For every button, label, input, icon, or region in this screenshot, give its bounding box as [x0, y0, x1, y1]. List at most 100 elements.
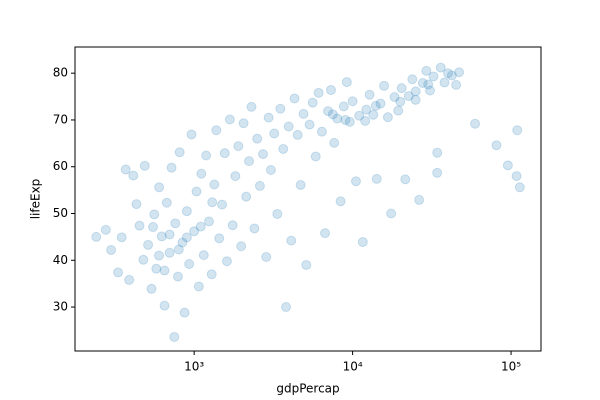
point	[219, 148, 230, 159]
y-tick-label: 50	[53, 206, 68, 220]
point	[159, 265, 170, 276]
point	[164, 247, 175, 258]
point	[275, 103, 286, 114]
point	[338, 101, 349, 112]
point	[195, 221, 206, 232]
point	[423, 79, 434, 90]
point	[181, 206, 192, 217]
point	[407, 74, 418, 85]
point	[249, 223, 260, 234]
point	[502, 160, 513, 171]
point	[198, 250, 209, 261]
point	[283, 121, 294, 132]
point	[375, 98, 386, 109]
point	[238, 118, 249, 129]
point	[364, 89, 375, 100]
point	[360, 115, 371, 126]
y-tick-label: 30	[53, 300, 68, 314]
point	[512, 125, 523, 136]
point	[148, 222, 159, 233]
point	[128, 170, 139, 181]
point	[254, 180, 265, 191]
point	[395, 96, 406, 107]
point	[389, 92, 400, 103]
point	[403, 91, 414, 102]
point	[179, 307, 190, 318]
point	[357, 237, 368, 248]
point	[286, 235, 297, 246]
point	[386, 208, 397, 219]
point	[172, 271, 183, 282]
point	[289, 93, 300, 104]
point	[329, 137, 340, 148]
point	[263, 112, 274, 123]
point	[91, 231, 102, 242]
point	[246, 101, 257, 112]
point	[169, 331, 180, 342]
point	[227, 220, 238, 231]
point	[252, 133, 263, 144]
point	[233, 141, 244, 152]
plot-frame	[74, 46, 542, 352]
point	[143, 239, 154, 250]
point	[320, 228, 331, 239]
point	[425, 85, 436, 96]
point	[491, 140, 502, 151]
point	[156, 231, 167, 242]
point	[350, 176, 361, 187]
point	[295, 179, 306, 190]
point	[230, 171, 241, 182]
point	[421, 65, 432, 76]
point	[154, 250, 165, 261]
point	[214, 233, 225, 244]
point	[443, 68, 454, 79]
point	[138, 254, 149, 265]
point	[207, 197, 218, 208]
point	[191, 186, 202, 197]
point	[134, 220, 145, 231]
point	[166, 162, 177, 173]
y-tick-label: 70	[53, 112, 68, 126]
point	[341, 77, 352, 88]
point	[396, 83, 407, 94]
point	[177, 237, 188, 248]
point	[196, 168, 207, 179]
point	[173, 244, 184, 255]
point	[432, 167, 443, 178]
point	[164, 229, 175, 240]
point	[470, 118, 481, 129]
point	[201, 150, 212, 161]
point	[265, 165, 276, 176]
point	[417, 78, 428, 89]
point	[347, 96, 358, 107]
point	[186, 129, 197, 140]
point	[304, 119, 315, 130]
point	[209, 179, 220, 190]
point	[446, 70, 457, 81]
point	[301, 259, 312, 270]
point	[151, 263, 162, 274]
point	[184, 259, 195, 270]
point	[272, 208, 283, 219]
point	[161, 197, 172, 208]
point	[258, 149, 269, 160]
point	[292, 129, 303, 140]
point	[340, 114, 351, 125]
point	[221, 256, 232, 267]
point	[428, 71, 439, 82]
point	[159, 300, 170, 311]
point	[120, 164, 131, 175]
x-axis-label: gdpPercap	[276, 382, 339, 396]
x-tick-label: 10⁵	[501, 360, 521, 374]
point	[514, 182, 525, 193]
point	[106, 244, 117, 255]
point	[325, 85, 336, 96]
point	[323, 106, 334, 117]
point	[454, 67, 465, 78]
point	[410, 86, 421, 97]
point	[113, 267, 124, 278]
x-tick-label: 10³	[184, 360, 204, 374]
point	[368, 109, 379, 120]
point	[400, 174, 411, 185]
point	[393, 105, 404, 116]
